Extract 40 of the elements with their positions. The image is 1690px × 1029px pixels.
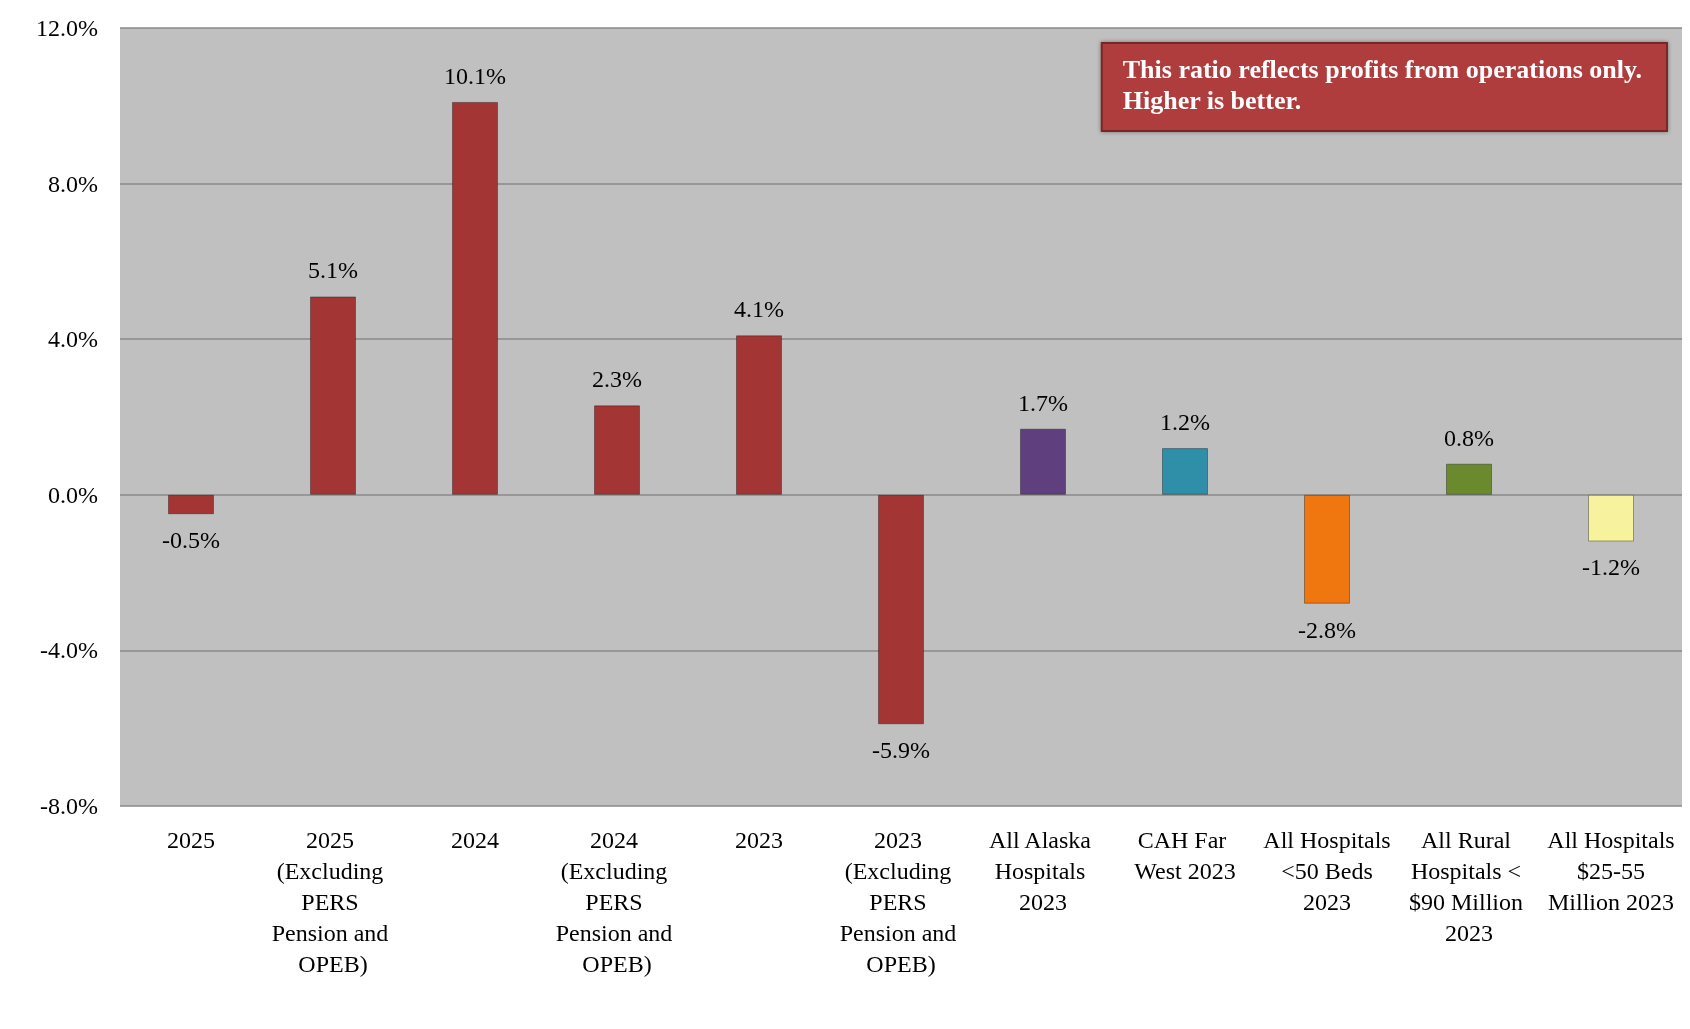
bar bbox=[310, 296, 356, 495]
data-label: 2.3% bbox=[592, 366, 642, 393]
y-tick-label: -4.0% bbox=[40, 637, 99, 664]
data-label: 5.1% bbox=[308, 257, 358, 284]
bar bbox=[1162, 448, 1208, 495]
y-tick-label: -8.0% bbox=[40, 793, 99, 819]
data-label: 4.1% bbox=[734, 296, 784, 323]
data-label: -2.8% bbox=[1298, 616, 1356, 643]
x-tick-label: CAH Far West 2023 bbox=[1134, 826, 1236, 884]
bar bbox=[1020, 428, 1066, 495]
data-label: 0.8% bbox=[1444, 424, 1494, 451]
x-tick-label: All Alaska Hospitals 2023 bbox=[989, 826, 1097, 915]
y-tick-label: 8.0% bbox=[48, 170, 98, 197]
bar bbox=[1588, 494, 1634, 542]
x-tick-label: 2025 (Excluding PERS Pension and OPEB) bbox=[271, 826, 395, 977]
data-label: -0.5% bbox=[162, 527, 220, 554]
x-tick-label: 2025 bbox=[167, 826, 215, 853]
data-label: 1.7% bbox=[1018, 389, 1068, 416]
x-tick-label: 2023 (Excluding PERS Pension and OPEB) bbox=[839, 826, 963, 977]
bar bbox=[878, 494, 924, 725]
x-tick-label: All Rural Hospitals < $90 Million 2023 bbox=[1408, 826, 1530, 946]
x-tick-label: All Hospitals <50 Beds 2023 bbox=[1263, 826, 1391, 915]
y-tick-label: 4.0% bbox=[48, 326, 98, 353]
y-tick-label: 0.0% bbox=[48, 481, 98, 508]
x-tick-label: 2024 bbox=[451, 826, 499, 853]
annotation: This ratio reflects profits from operations only. Higher is better. bbox=[1122, 55, 1643, 115]
x-tick-label: 2023 bbox=[735, 826, 783, 853]
data-label: -5.9% bbox=[872, 737, 930, 764]
x-tick-label: 2024 (Excluding PERS Pension and OPEB) bbox=[555, 826, 679, 977]
bar bbox=[452, 101, 498, 495]
y-tick-label: 12.0% bbox=[36, 15, 98, 41]
bar bbox=[1446, 463, 1492, 495]
data-label: 1.2% bbox=[1160, 409, 1210, 436]
x-tick-label: All Hospitals $25-55 Million 2023 bbox=[1547, 826, 1675, 915]
bar bbox=[736, 335, 782, 495]
bar bbox=[168, 494, 214, 515]
data-label: 10.1% bbox=[444, 62, 506, 89]
data-label: -1.2% bbox=[1582, 554, 1640, 581]
bar bbox=[1304, 494, 1350, 604]
bar bbox=[594, 405, 640, 495]
